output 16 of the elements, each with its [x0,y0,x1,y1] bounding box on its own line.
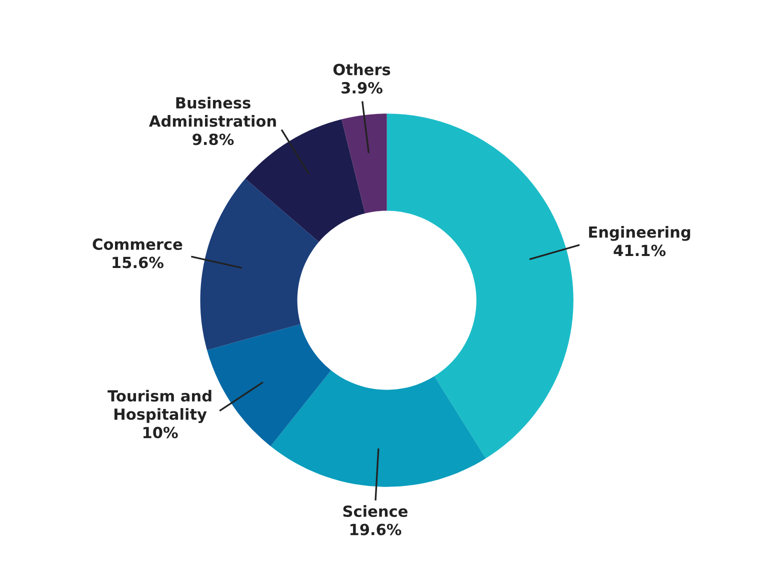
data-label: 9.8% [192,134,234,146]
slice-label: Tourism and Hospitality [108,390,212,423]
data-label: 19.6% [350,524,402,536]
data-label: 41.1% [614,244,666,256]
slice-label: Commerce [92,238,182,250]
donut-slice [270,370,486,487]
donut-slice [342,114,387,214]
slice-label: Others [333,63,390,76]
donut-slice [386,114,574,458]
data-label: 10% [143,426,178,438]
data-label: 15.6% [112,256,164,268]
data-label: 3.9% [342,82,382,94]
slice-label: Engineering [589,226,690,241]
slice-label: Business Administration [148,96,276,127]
donut-slice [200,178,319,350]
slice-label: Science [343,505,408,518]
